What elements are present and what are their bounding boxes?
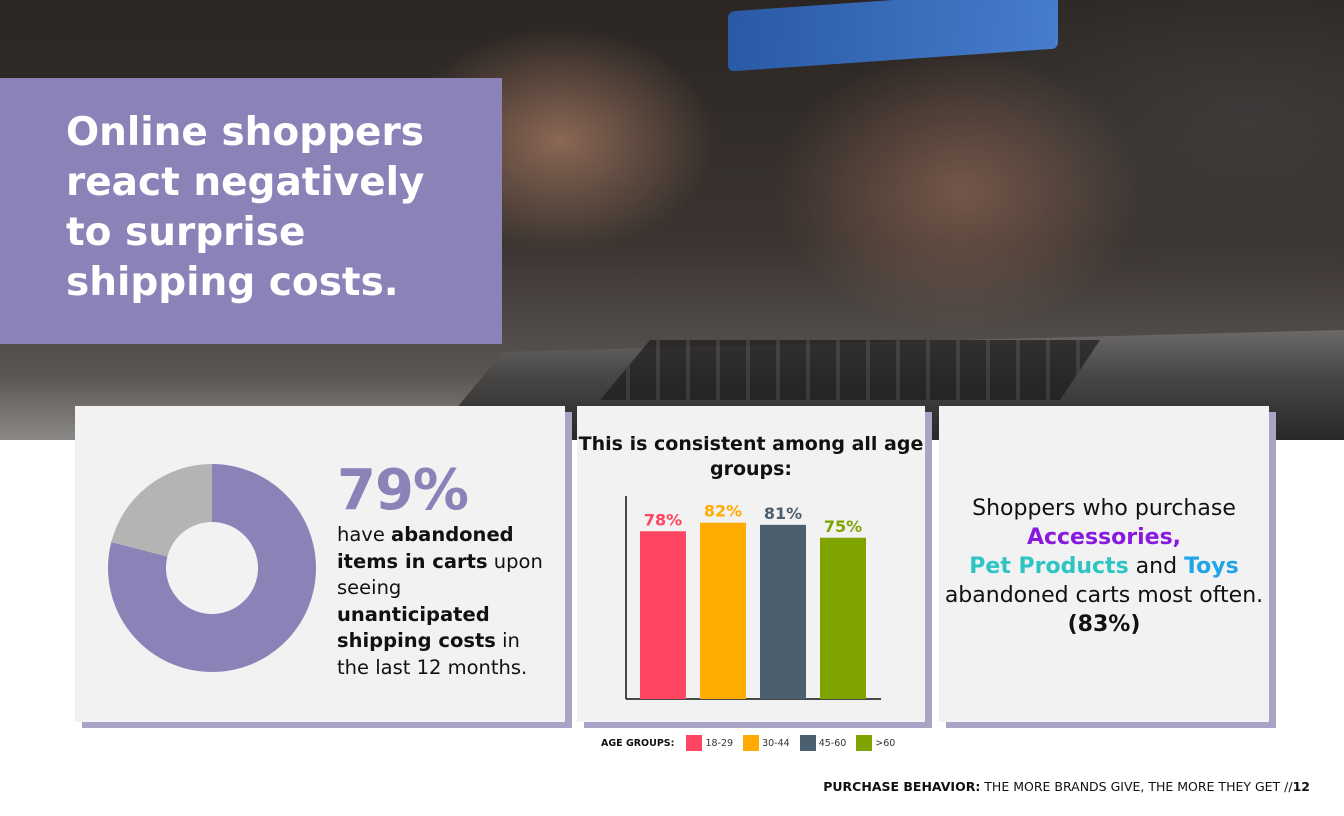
bar-label: 75% [824, 517, 862, 536]
category-text: Shoppers who purchase Accessories, Pet Pr… [939, 494, 1269, 639]
legend-item-30-44: 30-44 [743, 735, 790, 751]
chart-title: This is consistent among all age groups: [578, 433, 924, 480]
legend-title: AGE GROUPS: [601, 737, 675, 749]
stat-desc-text-3: in the last 12 months. [337, 629, 528, 679]
page-title: Online shoppers react negatively to surp… [66, 110, 425, 305]
category-toys: Toys [1184, 554, 1239, 579]
bar-over-60 [820, 537, 866, 699]
page-number: 12 [1292, 779, 1310, 794]
legend-swatch [799, 735, 816, 751]
legend-item-over-60: >60 [856, 735, 895, 751]
footer: PURCHASE BEHAVIOR: THE MORE BRANDS GIVE,… [823, 779, 1310, 794]
bar-label: 81% [764, 504, 802, 523]
bar-45-60 [760, 524, 806, 699]
title-box: Online shoppers react negatively to surp… [0, 78, 502, 344]
legend-item-18-29: 18-29 [686, 735, 733, 751]
legend-swatch [743, 735, 760, 751]
legend-swatch [856, 735, 873, 751]
age-bar-chart: 78% 82% 81% 75% [625, 496, 881, 700]
category-panel: Shoppers who purchase Accessories, Pet Pr… [939, 406, 1269, 722]
bar-label: 78% [644, 510, 682, 529]
category-text-1: Shoppers who purchase [972, 496, 1236, 521]
stat-desc-bold-2: unanticipated shipping costs [337, 602, 496, 653]
legend-label: >60 [875, 737, 896, 749]
legend-label: 18-29 [705, 737, 734, 749]
keyboard-image [600, 340, 1100, 400]
legend-swatch [686, 735, 703, 751]
donut-chart [108, 464, 317, 672]
big-stat-value: 79% [337, 458, 469, 523]
footer-text: THE MORE BRANDS GIVE, THE MORE THEY GET … [980, 779, 1293, 794]
category-text-2: and [1128, 554, 1185, 579]
donut-slice-rest [111, 464, 212, 557]
category-text-3: abandoned carts most often. [944, 583, 1264, 608]
stat-description: have abandoned items in carts upon seein… [337, 522, 557, 681]
stat-desc-text-1: have [337, 523, 392, 546]
category-stat: (83%) [1067, 612, 1141, 637]
legend-label: 30-44 [762, 737, 790, 749]
stat-desc-text-2: upon seeing [337, 549, 543, 600]
stat-desc-bold-1: abandoned items in carts [337, 523, 514, 573]
legend-label: 45-60 [818, 737, 847, 749]
bar-label: 82% [704, 502, 742, 521]
legend-item-45-60: 45-60 [799, 735, 847, 751]
bar-30-44 [700, 522, 746, 699]
category-pet-products: Pet Products [969, 554, 1129, 579]
age-chart-panel: This is consistent among all age groups:… [577, 406, 925, 722]
stat-panel: 79% have abandoned items in carts upon s… [75, 406, 565, 722]
chart-legend: AGE GROUPS: 18-29 30-44 45-60 >60 [601, 735, 905, 751]
category-accessories: Accessories, [1026, 525, 1182, 550]
donut-slice-abandoned [108, 464, 317, 672]
footer-section: PURCHASE BEHAVIOR: [823, 779, 981, 794]
credit-card-image [728, 0, 1058, 72]
bar-18-29 [640, 531, 686, 699]
